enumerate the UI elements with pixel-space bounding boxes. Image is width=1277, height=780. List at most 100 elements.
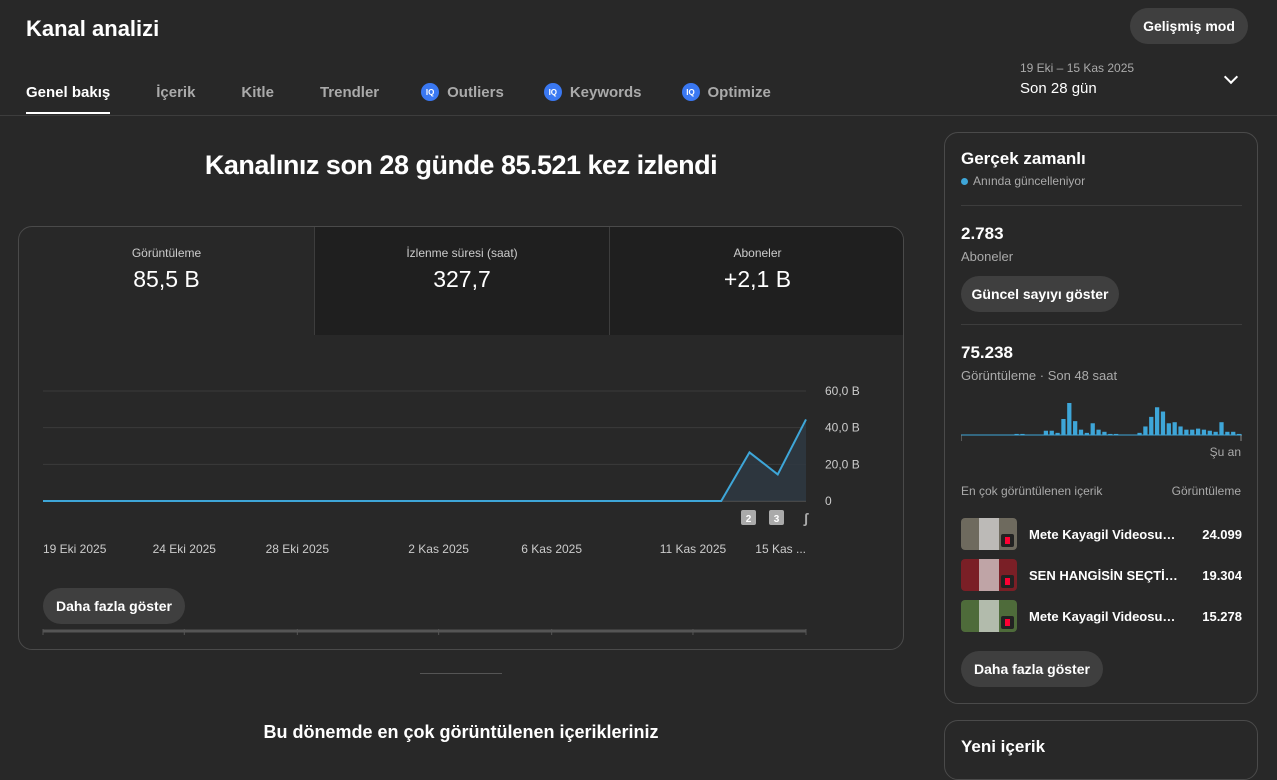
tab-content[interactable]: İçerik [156, 82, 195, 102]
video-title: Mete Kayagil Videosu 2 ... [1029, 608, 1179, 624]
tab-label: Genel bakış [26, 83, 111, 101]
video-views: 15.278 [1202, 608, 1242, 624]
realtime-bar[interactable] [1219, 422, 1224, 435]
tab-audience[interactable]: Kitle [241, 82, 274, 102]
realtime-bar[interactable] [1184, 429, 1189, 435]
realtime-bar[interactable] [1020, 433, 1025, 435]
video-views: 24.099 [1202, 526, 1242, 542]
x-tick-label: 28 Eki 2025 [266, 542, 330, 556]
divider [961, 324, 1242, 325]
overview-card: Görüntüleme 85,5 B İzlenme süresi (saat) 3… [18, 226, 904, 650]
new-content-card: Yeni içerik [944, 720, 1258, 780]
tab-label: Keywords [569, 83, 642, 101]
realtime-bar[interactable] [1114, 433, 1119, 435]
tab-bar: Genel bakış İçerik Kitle Trendler IQ Outl… [26, 82, 817, 114]
realtime-bar[interactable] [1143, 426, 1148, 435]
top-content-row[interactable]: Mete Kayagil Videosu 2 ... 15.278 [961, 600, 1242, 632]
realtime-bar[interactable] [1078, 429, 1084, 435]
video-thumbnail [961, 518, 1017, 550]
show-current-count-button[interactable]: Güncel sayıyı göster [961, 276, 1119, 312]
show-more-button[interactable]: Daha fazla göster [43, 588, 185, 624]
tab-optimize[interactable]: IQ Optimize [681, 82, 771, 102]
realtime-bar[interactable] [1166, 423, 1171, 435]
realtime-views-label: Görüntüleme · Son 48 saat [961, 368, 1118, 383]
realtime-bar[interactable] [1149, 416, 1154, 435]
realtime-card: Gerçek zamanlı Anında güncelleniyor 2.78… [944, 132, 1258, 704]
realtime-bar[interactable] [1154, 407, 1160, 435]
tab-outliers[interactable]: IQ Outliers [421, 82, 504, 102]
shorts-icon [1001, 575, 1014, 588]
tab-keywords[interactable]: IQ Keywords [543, 82, 642, 102]
shorts-icon [1001, 534, 1014, 547]
realtime-bar[interactable] [1108, 433, 1113, 435]
realtime-bar[interactable] [1201, 429, 1207, 435]
realtime-bar[interactable] [1049, 430, 1054, 435]
divider [961, 205, 1242, 206]
headline: Kanalınız son 28 günde 85.521 kez izlend… [204, 150, 718, 180]
realtime-title: Gerçek zamanlı [961, 149, 1086, 168]
realtime-bar[interactable] [1207, 430, 1212, 435]
realtime-bar[interactable] [1190, 429, 1195, 435]
x-tick-label: 19 Eki 2025 [43, 542, 107, 556]
metric-subscribers[interactable]: Aboneler +2,1 B [609, 227, 903, 335]
metric-label: Aboneler [733, 246, 782, 260]
tab-trends[interactable]: Trendler [320, 82, 379, 102]
chart-line [43, 418, 807, 502]
realtime-bar[interactable] [1073, 421, 1078, 435]
marker-3[interactable] [769, 510, 784, 525]
live-dot-icon [961, 177, 968, 185]
x-tick-label: 11 Kas 2025 [660, 542, 727, 556]
x-tick-label: 2 Kas 2025 [408, 542, 469, 556]
realtime-bar[interactable] [1067, 403, 1072, 435]
marker-label: 2 [746, 514, 752, 525]
metric-watch-time[interactable]: İzlenme süresi (saat) 327,7 [314, 227, 609, 335]
divider [0, 115, 1277, 116]
top-content-heading: Bu dönemde en çok görüntülenen içerikler… [263, 722, 659, 742]
y-tick-label: 20,0 B [825, 457, 860, 471]
realtime-views: 75.238 [961, 343, 1013, 362]
video-title: Mete Kayagil Videosu 1 ... [1029, 526, 1179, 542]
advanced-mode-button[interactable]: Gelişmiş mod [1130, 8, 1248, 44]
realtime-bar[interactable] [1090, 423, 1095, 435]
top-content-header: En çok görüntülenen içerik [961, 484, 1103, 498]
metric-label: Görüntüleme [131, 246, 202, 260]
subscriber-label: Aboneler [961, 249, 1014, 264]
y-tick-label: 40,0 B [825, 421, 860, 435]
realtime-bar[interactable] [1195, 428, 1201, 435]
realtime-bar[interactable] [1178, 426, 1183, 435]
vidiq-icon: IQ [681, 83, 700, 101]
shorts-icon[interactable]: ʃ [803, 510, 810, 526]
y-tick-label: 0 [825, 494, 832, 508]
date-range[interactable]: 19 Eki – 15 Kas 2025 [1020, 61, 1135, 75]
marker-2[interactable] [741, 510, 756, 525]
chart-area [43, 419, 806, 501]
x-tick-label: 6 Kas 2025 [521, 542, 582, 556]
realtime-bar[interactable] [1102, 431, 1107, 435]
shorts-icon [1001, 616, 1014, 629]
views-column-header: Görüntüleme [1171, 484, 1241, 498]
realtime-bar[interactable] [1172, 422, 1177, 435]
realtime-bar[interactable] [1236, 433, 1242, 435]
realtime-bar[interactable] [1160, 411, 1166, 435]
period-select[interactable]: Son 28 gün [1020, 80, 1097, 97]
realtime-bar[interactable] [1231, 431, 1236, 435]
realtime-bar[interactable] [1061, 419, 1066, 435]
video-views: 19.304 [1202, 567, 1242, 583]
metric-value: 327,7 [433, 266, 491, 292]
realtime-bar[interactable] [1213, 431, 1218, 435]
top-content-row[interactable]: Mete Kayagil Videosu 1 ... 24.099 [961, 518, 1242, 550]
realtime-bar[interactable] [1096, 429, 1101, 435]
tab-overview[interactable]: Genel bakış [26, 82, 111, 114]
realtime-bar[interactable] [1137, 432, 1142, 435]
metric-value: 85,5 B [133, 266, 200, 292]
realtime-bar[interactable] [1225, 431, 1230, 435]
realtime-bar[interactable] [1055, 432, 1060, 435]
realtime-bar[interactable] [1043, 430, 1049, 435]
metric-views[interactable]: Görüntüleme 85,5 B [19, 227, 314, 335]
realtime-show-more-button[interactable]: Daha fazla göster [961, 651, 1103, 687]
realtime-bar[interactable] [1014, 433, 1019, 435]
top-content-row[interactable]: SEN HANGİSİN SEÇTİN... 19.304 [961, 559, 1242, 591]
vidiq-icon: IQ [421, 83, 440, 101]
chevron-down-icon[interactable] [1223, 69, 1239, 85]
realtime-bar[interactable] [1084, 432, 1089, 435]
